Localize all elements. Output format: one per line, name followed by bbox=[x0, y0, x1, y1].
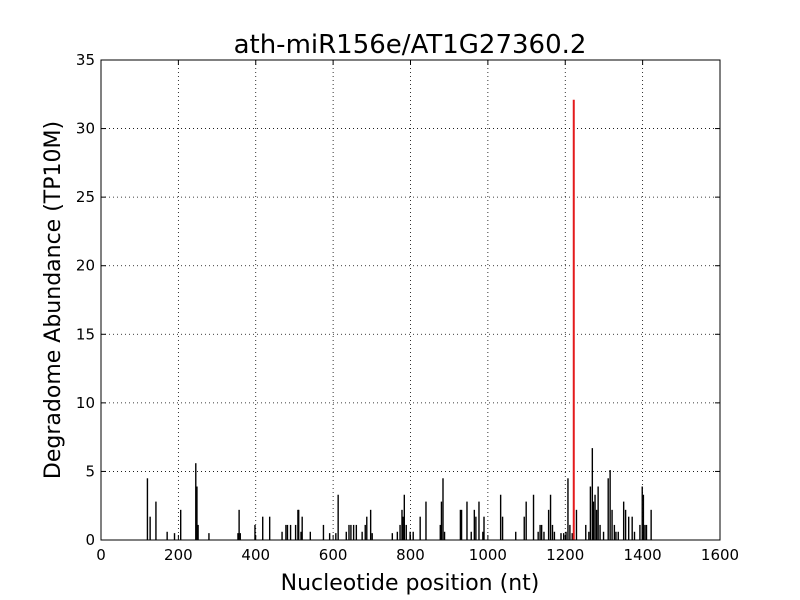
y-tick-label: 25 bbox=[76, 188, 95, 206]
y-tick-label: 5 bbox=[85, 462, 95, 480]
y-axis-label: Degradome Abundance (TP10M) bbox=[41, 121, 66, 479]
grid-lines bbox=[101, 60, 720, 540]
x-axis-ticks: 0 200 400 600 800 1000 1200 1400 1600 bbox=[96, 60, 739, 564]
x-tick-label: 0 bbox=[96, 546, 106, 564]
x-tick-label: 1200 bbox=[546, 546, 584, 564]
x-tick-label: 800 bbox=[396, 546, 425, 564]
y-tick-label: 10 bbox=[76, 394, 95, 412]
x-tick-label: 1000 bbox=[469, 546, 507, 564]
y-tick-label: 30 bbox=[76, 120, 95, 138]
y-tick-label: 35 bbox=[76, 51, 95, 69]
chart-title: ath-miR156e/AT1G27360.2 bbox=[234, 30, 587, 60]
bars-group bbox=[146, 99, 652, 540]
x-tick-label: 600 bbox=[319, 546, 348, 564]
y-tick-label: 15 bbox=[76, 325, 95, 343]
x-tick-label: 400 bbox=[241, 546, 270, 564]
x-tick-label: 200 bbox=[164, 546, 193, 564]
y-tick-label: 0 bbox=[85, 531, 95, 549]
y-tick-label: 20 bbox=[76, 257, 95, 275]
x-tick-label: 1600 bbox=[701, 546, 739, 564]
x-tick-label: 1400 bbox=[624, 546, 662, 564]
y-axis-ticks: 0 5 10 15 20 25 30 35 bbox=[76, 51, 720, 549]
x-axis-label: Nucleotide position (nt) bbox=[281, 571, 540, 596]
